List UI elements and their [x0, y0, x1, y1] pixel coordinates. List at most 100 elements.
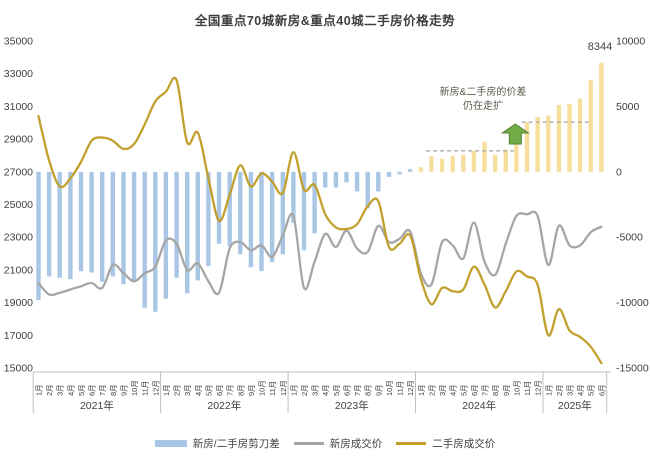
scissors-bar: [259, 171, 264, 272]
chart-legend: 新房/二手房剪刀差 新房成交价 二手房成交价: [0, 436, 650, 451]
month-label: 7月: [226, 384, 235, 396]
right-axis-tick: -10000: [616, 297, 649, 309]
month-label: 3月: [56, 384, 65, 396]
month-label: 5月: [459, 384, 468, 396]
legend-item-scissors: 新房/二手房剪刀差: [154, 436, 280, 451]
month-label: 4月: [194, 384, 203, 396]
scissors-bar: [344, 171, 349, 183]
month-label: 9月: [247, 384, 256, 396]
month-label: 4月: [321, 384, 330, 396]
month-label: 5月: [332, 384, 341, 396]
scissors-bar: [163, 171, 169, 299]
month-label: 8月: [491, 384, 500, 396]
left-axis-tick: 35000: [4, 36, 33, 48]
left-axis-tick: 29000: [4, 134, 33, 146]
left-axis-tick: 33000: [4, 68, 33, 80]
scissors-bar: [174, 171, 179, 278]
year-label: 2022年: [207, 399, 241, 412]
scissors-bar: [142, 171, 147, 308]
month-label: 5月: [204, 384, 213, 396]
chart-title: 全国重点70城新房&重点40城二手房价格走势: [194, 14, 456, 28]
last-bar-value-label: 8344: [587, 41, 613, 53]
scissors-bar: [206, 171, 211, 266]
annotation-line2: 仍在走扩: [463, 101, 503, 112]
scissors-bar: [535, 116, 540, 172]
month-label: 10月: [512, 380, 521, 396]
scissors-bar: [248, 171, 254, 268]
scissors-bar: [333, 171, 339, 188]
legend-item-second-hand: 二手房成交价: [396, 436, 495, 451]
scissors-bar: [195, 171, 200, 281]
month-label: 7月: [353, 384, 362, 396]
scissors-bar: [57, 171, 62, 278]
legend-label-second-hand: 二手房成交价: [432, 438, 496, 450]
scissors-bar: [408, 169, 413, 172]
month-label: 8月: [364, 384, 373, 396]
month-label: 5月: [77, 384, 86, 396]
scissors-bar: [588, 80, 593, 172]
right-axis-tick: -15000: [616, 363, 649, 375]
scissors-bar: [599, 62, 604, 172]
scissors-bar: [312, 171, 317, 234]
month-label: 10月: [130, 380, 139, 396]
scissors-bar: [110, 171, 115, 277]
scissors-bar: [546, 115, 551, 172]
month-label: 1月: [162, 384, 171, 396]
month-label: 8月: [109, 384, 118, 396]
scissors-bar: [450, 156, 455, 172]
month-label: 7月: [481, 384, 490, 396]
scissors-bar: [78, 171, 84, 272]
second-hand-line-swatch: [396, 442, 427, 445]
month-label: 2月: [555, 384, 564, 396]
month-label: 6月: [597, 384, 606, 396]
scissors-bar: [524, 122, 530, 172]
scissors-bar: [556, 105, 562, 172]
year-label: 2025年: [558, 399, 592, 412]
left-axis-tick: 15000: [4, 363, 33, 375]
month-label: 6月: [215, 384, 224, 396]
scissors-bar: [280, 171, 285, 255]
scissors-bar: [68, 171, 73, 280]
scissors-bar: [577, 98, 583, 172]
left-axis-tick: 19000: [4, 297, 33, 309]
scissors-bar: [291, 171, 296, 223]
scissors-bar: [227, 171, 232, 247]
scissors-bar: [503, 149, 508, 172]
up-arrow-icon: [500, 123, 530, 145]
scissors-bar: [100, 171, 105, 282]
scissors-bar: [397, 171, 402, 175]
month-label: 11月: [523, 381, 532, 396]
scissors-bar: [482, 141, 487, 172]
annotation-line1: 新房&二手房的价差: [439, 87, 527, 98]
scissors-bar: [121, 171, 126, 285]
left-axis-tick: 27000: [4, 166, 33, 178]
scissors-bar: [36, 171, 41, 300]
month-label: 12月: [151, 380, 160, 396]
month-label: 3月: [566, 384, 575, 396]
year-label: 2024年: [462, 399, 496, 412]
scissors-bar: [153, 171, 158, 312]
month-label: 9月: [374, 384, 383, 396]
scissors-bar: [238, 171, 243, 255]
scissors-bar: [185, 171, 190, 294]
scissors-bar: [514, 127, 519, 172]
month-label: 10月: [258, 380, 267, 396]
year-label: 2021年: [80, 399, 114, 412]
year-label: 2023年: [335, 399, 369, 412]
scissors-bar: [301, 171, 307, 251]
scissors-bar: [216, 171, 222, 244]
month-label: 2月: [173, 384, 182, 396]
month-label: 1月: [289, 384, 298, 396]
scissors-bar: [429, 156, 434, 172]
month-label: 9月: [502, 384, 511, 396]
month-label: 1月: [35, 384, 44, 396]
scissors-bar: [567, 103, 572, 172]
month-label: 11月: [141, 381, 150, 396]
scissors-bar: [323, 171, 328, 188]
scissors-bar: [439, 158, 445, 172]
scissors-bar: [376, 171, 381, 192]
scissors-bar: [269, 171, 275, 263]
month-label: 1月: [544, 384, 553, 396]
